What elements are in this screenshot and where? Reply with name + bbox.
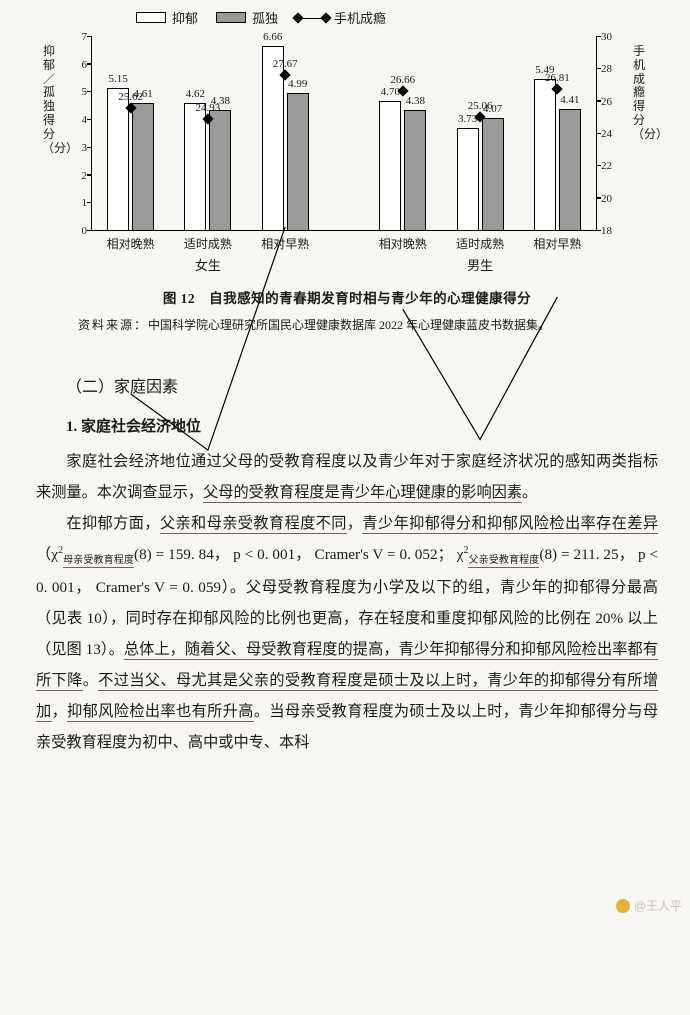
text: ，	[52, 703, 68, 720]
phone-line-layer	[92, 37, 596, 1015]
y-right-axis: 18202224262830	[596, 37, 626, 231]
phone-value-label: 25.06	[468, 100, 493, 112]
watermark-text: @王人平	[634, 897, 682, 914]
chart-axes: 抑郁／孤独得分（分） 手机成瘾得分（分） 01234567 1820222426…	[36, 29, 652, 279]
swatch-phone-line	[296, 12, 328, 24]
legend-label: 抑郁	[172, 8, 198, 27]
y-right-title: 手机成瘾得分（分）	[632, 45, 646, 142]
phone-value-label: 24.93	[196, 102, 221, 114]
chart-figure: 抑郁 孤独 手机成瘾 抑郁／孤独得分（分） 手机成瘾得分（分） 01234567…	[36, 0, 658, 337]
text: （χ	[36, 546, 58, 563]
legend-depression: 抑郁	[136, 8, 198, 27]
legend-loneliness: 孤独	[216, 8, 278, 27]
legend-label: 手机成瘾	[334, 8, 386, 27]
swatch-loneliness	[216, 12, 246, 23]
weibo-icon	[616, 899, 630, 913]
weibo-watermark: @王人平	[616, 897, 682, 914]
phone-value-label: 25.62	[118, 91, 143, 103]
y-left-axis: 01234567	[62, 37, 92, 231]
legend-phone: 手机成瘾	[296, 8, 386, 27]
swatch-depression	[136, 12, 166, 23]
y-left-title: 抑郁／孤独得分（分）	[42, 45, 56, 155]
legend-label: 孤独	[252, 8, 278, 27]
phone-value-label: 26.81	[545, 72, 570, 84]
phone-value-label: 26.66	[390, 74, 415, 86]
chart-legend: 抑郁 孤独 手机成瘾	[136, 8, 658, 27]
phone-value-label: 27.67	[273, 58, 298, 70]
plot-area: 5.154.61相对晚熟4.624.38适时成熟6.664.99相对早熟女生4.…	[92, 37, 596, 231]
